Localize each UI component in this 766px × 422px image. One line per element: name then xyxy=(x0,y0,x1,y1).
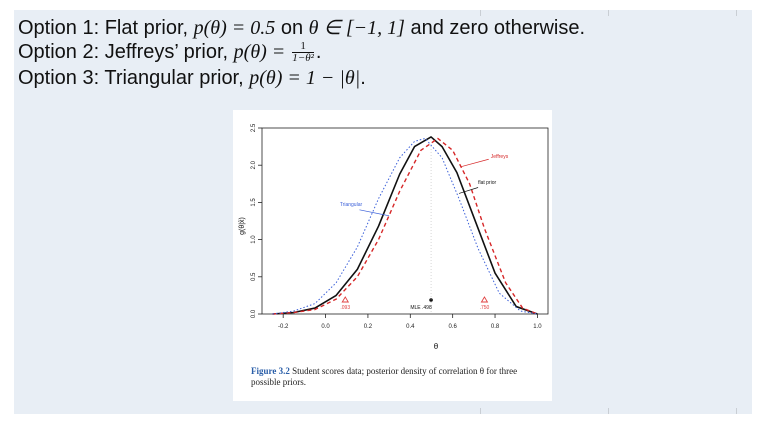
option-2-math: p(θ) = xyxy=(233,41,291,63)
figure-card xyxy=(233,110,552,401)
option-2-fraction: 1 1−θ² xyxy=(292,41,314,64)
divider-tick xyxy=(608,10,609,16)
divider-tick xyxy=(736,10,737,16)
caption-label: Figure 3.2 xyxy=(251,366,290,376)
option-1-math2: θ ∈ [−1, 1] xyxy=(308,17,405,39)
divider-tick xyxy=(480,408,481,414)
fraction-numerator: 1 xyxy=(292,41,314,54)
option-1-tail: and zero otherwise. xyxy=(404,17,586,39)
caption-text: Student scores data; posterior density o… xyxy=(251,366,518,387)
figure-caption: Figure 3.2 Student scores data; posterio… xyxy=(251,366,547,388)
option-1-text: Option 1: Flat prior, p(θ) = 0.5 on θ ∈ … xyxy=(18,16,585,40)
option-1-lead: Option 1: Flat prior, xyxy=(18,17,194,39)
option-3-lead: Option 3: Triangular prior, xyxy=(18,67,250,89)
fraction-denominator: 1−θ² xyxy=(292,52,314,65)
option-3-text: Option 3: Triangular prior, p(θ) = 1 − |… xyxy=(18,66,366,90)
divider-tick xyxy=(736,408,737,414)
option-3-tail: . xyxy=(360,67,366,89)
option-2-text: Option 2: Jeffreys’ prior, p(θ) = 1 1−θ². xyxy=(18,40,321,64)
option-2-tail: . xyxy=(315,41,322,63)
divider-tick xyxy=(608,408,609,414)
divider-tick xyxy=(480,10,481,16)
option-2-lead: Option 2: Jeffreys’ prior, xyxy=(18,41,234,63)
option-1-math: p(θ) = 0.5 xyxy=(193,17,276,39)
option-3-math: p(θ) = 1 − |θ| xyxy=(249,67,361,89)
option-1-mid: on xyxy=(275,17,309,39)
